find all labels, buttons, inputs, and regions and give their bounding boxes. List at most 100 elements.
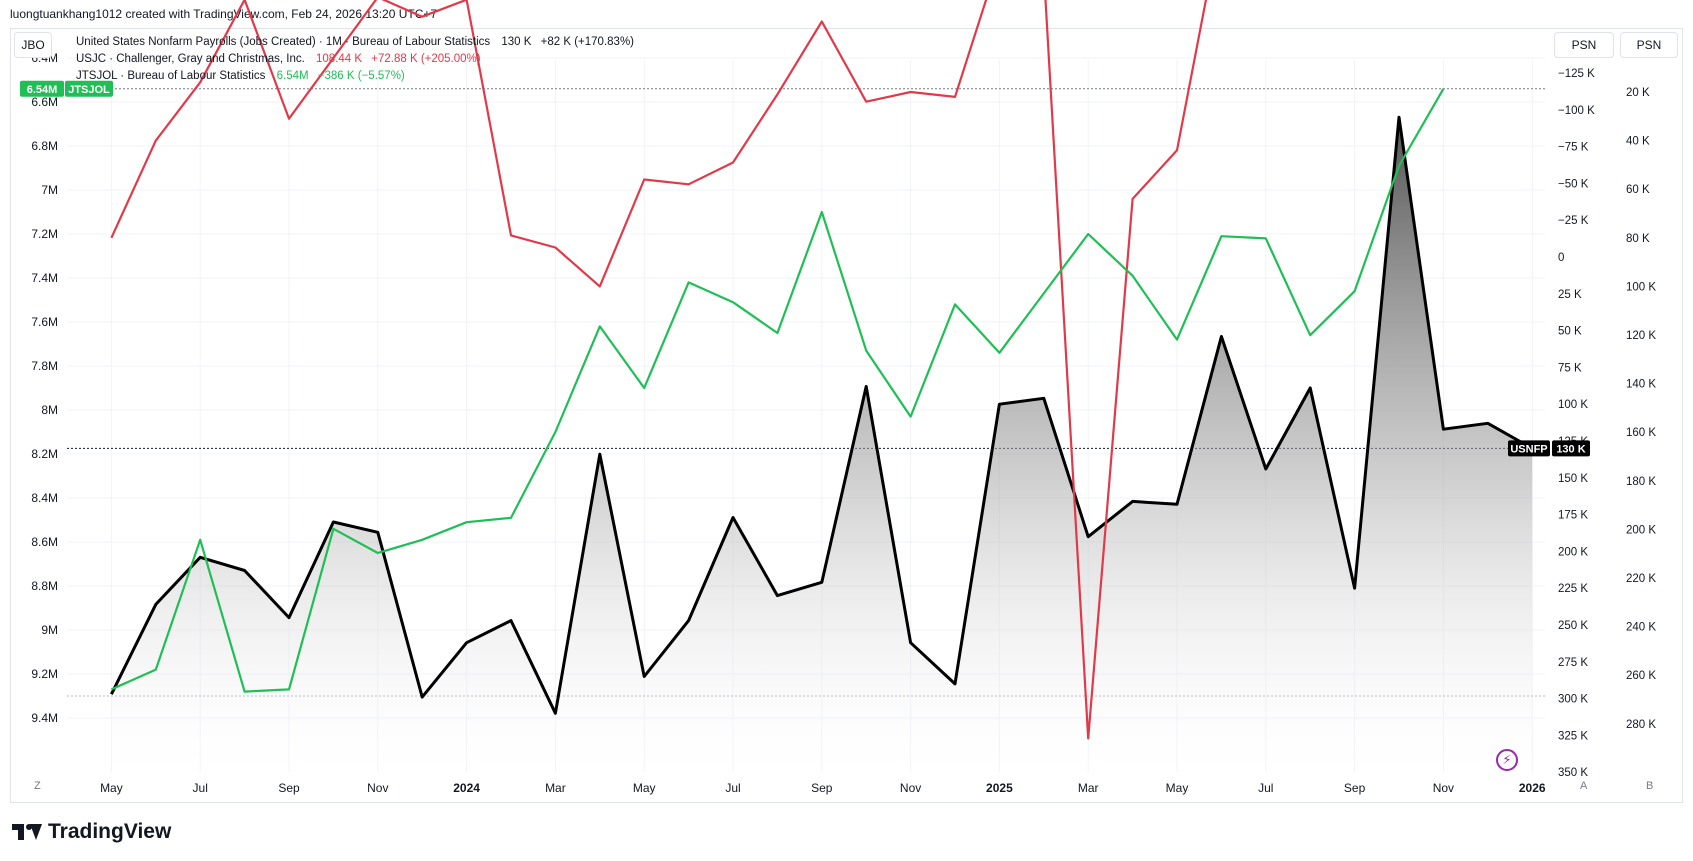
usnfp-point[interactable] bbox=[199, 556, 201, 558]
jtsjol-point[interactable] bbox=[954, 303, 956, 305]
usnfp-point[interactable] bbox=[865, 385, 867, 387]
usnfp-point[interactable] bbox=[776, 594, 778, 596]
left-axis-tick-label: 8.2M bbox=[31, 447, 58, 461]
usnfp-point[interactable] bbox=[1087, 535, 1089, 537]
legend-usnfp-title: United States Nonfarm Payrolls (Jobs Cre… bbox=[76, 36, 491, 48]
jtsjol-point[interactable] bbox=[1176, 338, 1178, 340]
jtsjol-point[interactable] bbox=[1220, 235, 1222, 237]
usnfp-point[interactable] bbox=[1043, 397, 1045, 399]
usjc-point[interactable] bbox=[1131, 198, 1133, 200]
usnfp-point[interactable] bbox=[510, 619, 512, 621]
jtsjol-point[interactable] bbox=[377, 552, 379, 554]
usnfp-point[interactable] bbox=[332, 521, 334, 523]
jtsjol-point[interactable] bbox=[155, 668, 157, 670]
usnfp-point[interactable] bbox=[1309, 387, 1311, 389]
jtsjol-point[interactable] bbox=[110, 688, 112, 690]
usnfp-point[interactable] bbox=[687, 619, 689, 621]
jtsjol-point[interactable] bbox=[865, 349, 867, 351]
usnfp-point[interactable] bbox=[465, 641, 467, 643]
jtsjol-point[interactable] bbox=[643, 387, 645, 389]
usjc-point[interactable] bbox=[865, 101, 867, 103]
usjc-point[interactable] bbox=[1087, 737, 1089, 739]
usjc-point[interactable] bbox=[954, 96, 956, 98]
legend-jtsjol[interactable]: JTSJOL · Bureau of Labour Statistics 6.5… bbox=[76, 68, 634, 85]
usnfp-point[interactable] bbox=[1398, 116, 1400, 118]
usjc-point[interactable] bbox=[510, 234, 512, 236]
usnfp-point[interactable] bbox=[421, 696, 423, 698]
usjc-point[interactable] bbox=[155, 139, 157, 141]
bottom-left-axis-button[interactable]: Z bbox=[34, 780, 41, 792]
jtsjol-point[interactable] bbox=[1398, 165, 1400, 167]
usjc-point[interactable] bbox=[110, 237, 112, 239]
usnfp-point[interactable] bbox=[643, 675, 645, 677]
usjc-point[interactable] bbox=[599, 285, 601, 287]
usjc-point[interactable] bbox=[643, 178, 645, 180]
jtsjol-point[interactable] bbox=[1353, 290, 1355, 292]
jtsjol-point[interactable] bbox=[510, 517, 512, 519]
usjc-point[interactable] bbox=[776, 93, 778, 95]
jtsjol-point[interactable] bbox=[998, 352, 1000, 354]
lightning-icon[interactable]: ⚡ bbox=[1496, 749, 1518, 771]
usnfp-point[interactable] bbox=[954, 683, 956, 685]
usjc-point[interactable] bbox=[554, 246, 556, 248]
usjc-point[interactable] bbox=[821, 20, 823, 22]
jtsjol-point[interactable] bbox=[199, 539, 201, 541]
jtsjol-point[interactable] bbox=[421, 539, 423, 541]
jtsjol-point[interactable] bbox=[599, 325, 601, 327]
legend-usjc[interactable]: USJC · Challenger, Gray and Christmas, I… bbox=[76, 51, 634, 68]
usjc-point[interactable] bbox=[909, 91, 911, 93]
jtsjol-line[interactable] bbox=[110, 88, 1445, 693]
usnfp-point[interactable] bbox=[1353, 587, 1355, 589]
jtsjol-point[interactable] bbox=[1087, 233, 1089, 235]
usnfp-point[interactable] bbox=[821, 581, 823, 583]
usnfp-point[interactable] bbox=[1220, 335, 1222, 337]
usnfp-line[interactable] bbox=[110, 115, 1533, 715]
usnfp-point[interactable] bbox=[732, 516, 734, 518]
usnfp-point[interactable] bbox=[909, 641, 911, 643]
usnfp-point[interactable] bbox=[554, 712, 556, 714]
usnfp-point[interactable] bbox=[1176, 503, 1178, 505]
usjc-point[interactable] bbox=[421, 15, 423, 17]
jtsjol-point[interactable] bbox=[909, 415, 911, 417]
usnfp-point[interactable] bbox=[1442, 428, 1444, 430]
usnfp-point[interactable] bbox=[1487, 422, 1489, 424]
jtsjol-point[interactable] bbox=[465, 521, 467, 523]
usnfp-point[interactable] bbox=[110, 693, 112, 695]
jtsjol-point[interactable] bbox=[1442, 88, 1444, 90]
jtsjol-point[interactable] bbox=[1309, 334, 1311, 336]
jtsjol-point[interactable] bbox=[554, 431, 556, 433]
usnfp-point[interactable] bbox=[1265, 468, 1267, 470]
right-axis-2-tick-label: 180 K bbox=[1626, 476, 1656, 488]
right-axis-button-1[interactable]: PSN bbox=[1554, 32, 1614, 58]
right-axis-2-tick-label: 60 K bbox=[1626, 184, 1650, 196]
usnfp-point[interactable] bbox=[377, 531, 379, 533]
jtsjol-point[interactable] bbox=[332, 528, 334, 530]
jtsjol-point[interactable] bbox=[288, 688, 290, 690]
jtsjol-point[interactable] bbox=[243, 690, 245, 692]
jtsjol-point[interactable] bbox=[1131, 275, 1133, 277]
usnfp-point[interactable] bbox=[1131, 500, 1133, 502]
jtsjol-point[interactable] bbox=[1265, 237, 1267, 239]
legend-usnfp[interactable]: United States Nonfarm Payrolls (Jobs Cre… bbox=[76, 34, 634, 51]
left-axis-button[interactable]: JBO bbox=[14, 32, 52, 58]
usnfp-point[interactable] bbox=[243, 569, 245, 571]
jtsjol-point[interactable] bbox=[1043, 292, 1045, 294]
usnfp-point[interactable] bbox=[155, 603, 157, 605]
jtsjol-point[interactable] bbox=[821, 211, 823, 213]
usnfp-point[interactable] bbox=[599, 453, 601, 455]
usjc-point[interactable] bbox=[1176, 149, 1178, 151]
usnfp-point[interactable] bbox=[998, 403, 1000, 405]
usnfp-point[interactable] bbox=[288, 616, 290, 618]
bottom-right-axis-button-1[interactable]: A bbox=[1580, 780, 1588, 792]
jtsjol-point[interactable] bbox=[687, 281, 689, 283]
usjc-line[interactable] bbox=[110, 0, 1487, 740]
bottom-right-axis-button-2[interactable]: B bbox=[1646, 780, 1654, 792]
usjc-point[interactable] bbox=[288, 118, 290, 120]
tradingview-logo[interactable]: TradingView bbox=[12, 820, 171, 844]
right-axis-button-2[interactable]: PSN bbox=[1620, 32, 1678, 58]
jtsjol-point[interactable] bbox=[732, 301, 734, 303]
usjc-point[interactable] bbox=[687, 183, 689, 185]
jtsjol-point[interactable] bbox=[776, 332, 778, 334]
usjc-point[interactable] bbox=[732, 161, 734, 163]
